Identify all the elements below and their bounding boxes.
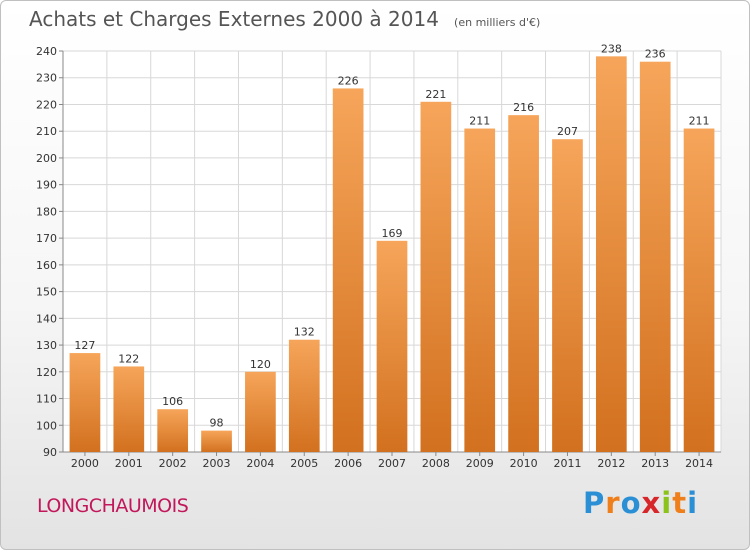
value-label: 221 — [425, 88, 446, 101]
x-tick-label: 2014 — [685, 457, 713, 470]
bar-2003 — [201, 430, 232, 452]
y-tick-label: 210 — [36, 125, 57, 138]
x-tick-label: 2001 — [115, 457, 143, 470]
y-tick-label: 160 — [36, 259, 57, 272]
value-label: 169 — [382, 227, 403, 240]
x-tick-label: 2006 — [334, 457, 362, 470]
value-label: 211 — [469, 115, 490, 128]
bars — [69, 56, 715, 453]
value-label: 98 — [210, 417, 224, 430]
logo-letter: x — [641, 486, 662, 520]
x-tick-label: 2004 — [246, 457, 274, 470]
value-label: 211 — [689, 115, 710, 128]
x-tick-label: 2007 — [378, 457, 406, 470]
tick-labels: 90 100 110 120 130 140 150 160 170 180 190 200 210 22… — [36, 45, 713, 470]
x-tick-label: 2005 — [290, 457, 318, 470]
logo-letter: o — [620, 486, 642, 520]
y-tick-label: 200 — [36, 152, 57, 165]
bar-2012 — [595, 56, 627, 452]
proxiti-logo: Proxiti — [583, 486, 698, 520]
x-tick-label: 2003 — [203, 457, 231, 470]
y-tick-label: 240 — [36, 45, 57, 58]
y-tick-label: 220 — [36, 98, 57, 111]
y-tick-label: 130 — [36, 339, 57, 352]
y-tick-label: 110 — [36, 393, 57, 406]
logo-letter: i — [661, 486, 673, 520]
x-tick-label: 2002 — [159, 457, 187, 470]
chart-title-row: Achats et Charges Externes 2000 à 2014 (… — [29, 7, 540, 31]
logo-letter: i — [687, 486, 699, 520]
chart-unit: (en milliers d'€) — [454, 16, 541, 29]
y-tick-label: 100 — [36, 419, 57, 432]
x-tick-label: 2008 — [422, 457, 450, 470]
bar-2005 — [288, 339, 320, 452]
bar-2001 — [113, 366, 145, 452]
logo-letter: r — [605, 486, 621, 520]
y-tick-label: 180 — [36, 205, 57, 218]
x-tick-label: 2010 — [510, 457, 538, 470]
x-tick-label: 2012 — [597, 457, 625, 470]
value-label: 226 — [338, 74, 359, 87]
value-labels: 127 122 106 98 120 132 226 169 221 211 216 207 238 23… — [74, 42, 709, 429]
bar-2000 — [69, 353, 101, 452]
value-label: 120 — [250, 358, 271, 371]
bar-2011 — [552, 139, 583, 452]
y-tick-label: 90 — [43, 446, 57, 459]
y-tick-label: 140 — [36, 312, 57, 325]
x-tick-label: 2009 — [466, 457, 494, 470]
y-tick-label: 120 — [36, 366, 57, 379]
bar-2004 — [245, 371, 276, 452]
value-label: 106 — [162, 395, 183, 408]
logo-letter: t — [672, 486, 688, 520]
value-label: 132 — [294, 326, 315, 339]
y-tick-label: 190 — [36, 179, 57, 192]
y-tick-label: 170 — [36, 232, 57, 245]
bar-2013 — [639, 61, 671, 453]
chart-title: Achats et Charges Externes 2000 à 2014 — [29, 7, 439, 31]
commune-name: LONGCHAUMOIS — [37, 495, 189, 517]
value-label: 238 — [601, 42, 622, 55]
x-tick-label: 2000 — [71, 457, 99, 470]
logo-letter: P — [583, 486, 606, 520]
bar-2006 — [332, 88, 364, 452]
value-label: 122 — [118, 352, 139, 365]
bar-2010 — [508, 115, 539, 452]
bar-2007 — [376, 240, 408, 452]
bar-2014 — [683, 128, 715, 452]
value-label: 127 — [74, 339, 95, 352]
value-label: 236 — [645, 48, 666, 61]
y-tick-label: 150 — [36, 286, 57, 299]
bar-2009 — [464, 128, 496, 452]
value-label: 207 — [557, 125, 578, 138]
x-tick-label: 2011 — [553, 457, 581, 470]
y-tick-label: 230 — [36, 72, 57, 85]
bar-2008 — [420, 101, 452, 452]
x-tick-label: 2013 — [641, 457, 669, 470]
value-label: 216 — [513, 101, 534, 114]
bar-2002 — [157, 409, 189, 452]
